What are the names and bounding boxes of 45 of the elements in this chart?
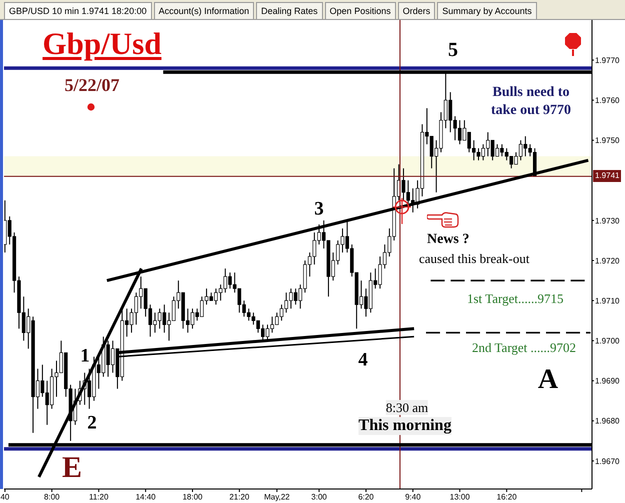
y-tick-label: 1.9690 — [595, 376, 620, 386]
annotation: 3 — [314, 198, 324, 220]
y-tick-label: 1.9770 — [595, 56, 620, 65]
x-tick-label: 8:00 — [44, 492, 60, 502]
annotation: 1 — [80, 346, 90, 366]
tab: GBP/USD 10 min 1.9741 18:20:00 — [4, 2, 152, 19]
x-tick-label: May,22 — [264, 492, 290, 502]
chart-title: Gbp/Usd — [42, 26, 162, 61]
x-tick-label: 3:00 — [311, 492, 328, 502]
ref-line-label: 1.9741 — [593, 170, 622, 182]
y-tick-label: 1.9750 — [595, 136, 620, 146]
annotation: 8:30 am — [386, 400, 428, 415]
y-tick-label: 1.9700 — [595, 336, 620, 346]
y-tick-label: 1.9760 — [595, 96, 620, 106]
tab: Dealing Rates — [256, 2, 323, 19]
x-tick-label: 16:20 — [496, 492, 518, 502]
annotation: This morning — [358, 417, 452, 435]
y-tick-label: 1.9710 — [595, 296, 620, 306]
y-tick-label: 1.9670 — [595, 456, 620, 466]
annotation: 5 — [448, 39, 458, 61]
annotation: 1st Target......9715 — [467, 291, 564, 306]
annotation: E — [62, 451, 82, 484]
y-tick-label: 1.9680 — [595, 416, 620, 426]
tab: Summary by Accounts — [437, 2, 537, 19]
annotation: 4 — [358, 350, 368, 370]
x-tick-label: 11:20 — [89, 492, 109, 502]
x-tick-label: 6:20 — [358, 492, 374, 502]
text: 5/22/07 — [64, 75, 120, 95]
y-tick-label: 1.9730 — [595, 216, 620, 226]
x-tick-label: 40 — [0, 492, 10, 502]
tab: Orders — [398, 2, 436, 19]
annotation: 2 — [87, 412, 97, 434]
x-tick-label: 9:40 — [405, 492, 422, 502]
x-tick-label: 21:20 — [229, 492, 250, 502]
tab: Open Positions — [324, 2, 396, 19]
x-tick-label: 18:00 — [182, 492, 204, 502]
x-tick-label: 14:40 — [136, 492, 156, 502]
annotation: News ? — [427, 232, 470, 248]
annotation: caused this break-out — [419, 251, 530, 266]
x-tick-label: 13:00 — [450, 492, 470, 502]
annotation: A — [538, 364, 558, 395]
tab: Account(s) Information — [154, 2, 254, 19]
annotation: Bulls need to take out 9770 — [490, 84, 572, 120]
annotation: 2nd Target ......9702 — [472, 340, 576, 355]
y-tick-label: 1.9720 — [595, 256, 620, 266]
